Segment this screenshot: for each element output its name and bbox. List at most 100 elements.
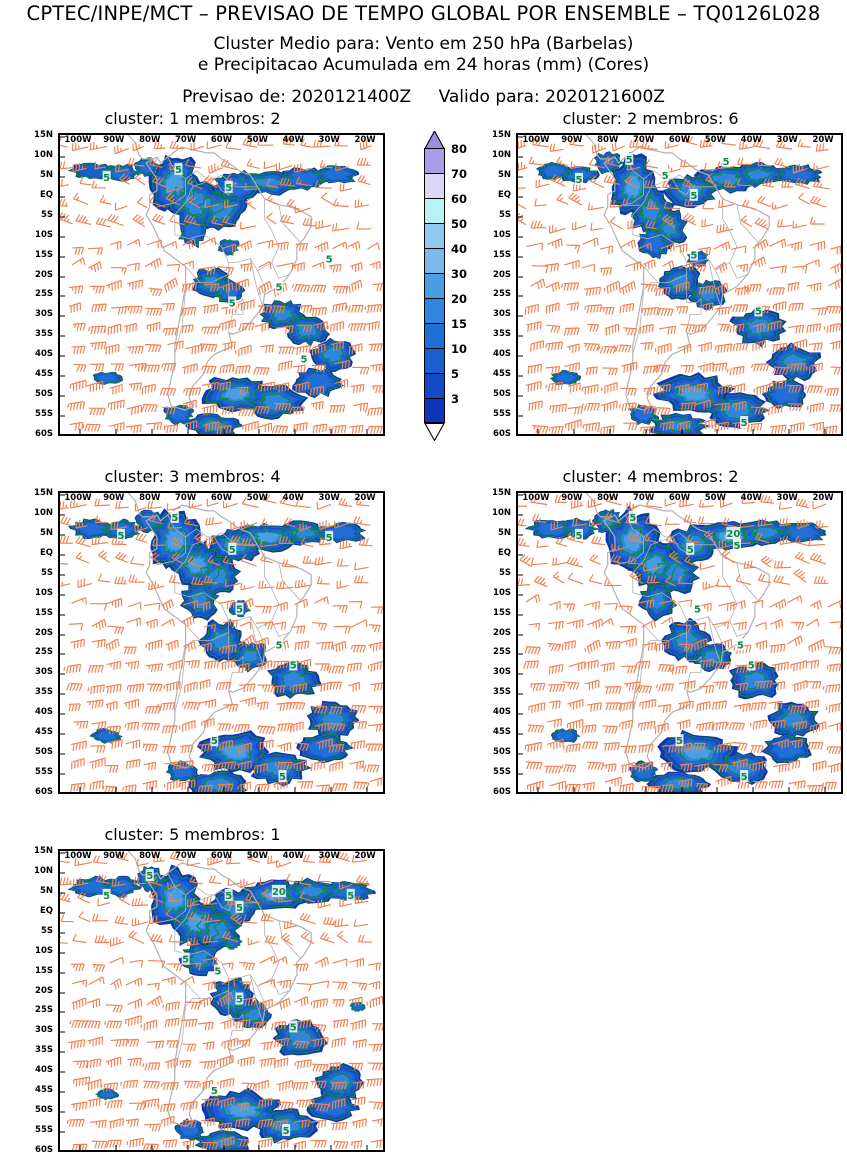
x-axis-tick: [573, 787, 575, 792]
y-axis-tick: [60, 1011, 65, 1013]
y-axis-tick: [60, 136, 65, 138]
svg-text:5: 5: [576, 175, 583, 186]
y-axis-tick: [518, 673, 523, 675]
colorbar-band-70: 70: [424, 167, 467, 198]
y-axis-label: 40S: [35, 707, 53, 718]
wind-barbs: [60, 136, 383, 434]
svg-text:5: 5: [211, 736, 218, 747]
svg-text:5: 5: [229, 298, 236, 309]
x-axis-label: 20W: [354, 135, 376, 145]
x-axis-label: 80W: [597, 135, 619, 145]
y-axis-tick: [518, 713, 523, 715]
x-axis-tick: [79, 1145, 81, 1150]
cluster-panel-4-map[interactable]: 5 5 5 20 5 5 5 5 5 5: [516, 491, 843, 794]
x-axis-label: 20W: [812, 135, 834, 145]
cluster-panel-2-title: cluster: 2 membros: 6: [562, 109, 739, 128]
y-axis-label: 50S: [35, 1105, 53, 1116]
y-axis-label: 15N: [34, 846, 53, 856]
x-axis-tick: [151, 787, 153, 792]
y-axis-label: 35S: [35, 687, 53, 698]
x-axis-label: 50W: [704, 135, 726, 145]
wind-barbs: [518, 135, 841, 434]
y-axis-label: 15N: [492, 130, 511, 140]
y-axis-label: 40S: [35, 349, 53, 360]
coastline: [566, 135, 770, 411]
precipitation-contours: [526, 509, 825, 792]
y-axis-label: 10S: [493, 229, 511, 240]
y-axis-label: 40S: [493, 707, 511, 718]
svg-text:5: 5: [676, 736, 683, 747]
x-axis-label: 40W: [740, 493, 762, 503]
y-axis-tick: [60, 952, 65, 954]
y-axis-label: 55S: [493, 409, 511, 420]
y-axis-tick: [60, 554, 65, 556]
x-axis-tick: [366, 1145, 368, 1150]
x-axis-label: 60W: [668, 135, 691, 145]
svg-text:5: 5: [211, 1086, 218, 1097]
y-axis-tick: [60, 733, 65, 735]
x-axis-tick: [223, 787, 224, 792]
y-axis-label: 15N: [34, 488, 53, 498]
svg-text:5: 5: [737, 640, 744, 651]
x-axis-label: 70W: [175, 851, 197, 861]
x-axis-tick: [330, 429, 332, 434]
y-axis-label: 5N: [39, 885, 53, 896]
x-axis-label: 100W: [64, 493, 92, 503]
y-axis-label: 40S: [35, 1065, 53, 1076]
svg-text:5: 5: [225, 183, 232, 194]
svg-text:5: 5: [103, 891, 110, 902]
x-axis-tick: [115, 429, 117, 434]
contour-value-labels: 5 5 5 5 5 5 5: [102, 162, 334, 365]
x-axis-label: 90W: [103, 493, 125, 503]
svg-text:5: 5: [229, 545, 236, 556]
svg-text:5: 5: [741, 772, 748, 783]
x-axis-label: 70W: [633, 493, 655, 503]
y-axis-tick: [60, 1152, 65, 1153]
y-axis-label: 5S: [40, 925, 53, 936]
colorbar-tick-label-10: 10: [451, 342, 468, 356]
x-axis-label: 40W: [282, 493, 304, 503]
x-axis-tick: [645, 429, 647, 434]
svg-text:5: 5: [279, 772, 286, 783]
x-axis-tick: [716, 787, 718, 792]
cluster-panel-5-map[interactable]: 5 5 5 5 20 5 5 5 5 5 5 5: [58, 849, 385, 1152]
x-axis-tick: [824, 787, 826, 792]
y-axis-label: 10N: [34, 149, 53, 160]
y-axis-tick: [60, 892, 65, 894]
x-axis-tick: [645, 787, 647, 792]
y-axis-tick: [60, 574, 65, 576]
x-axis-tick: [79, 429, 81, 434]
y-axis-tick: [518, 236, 523, 238]
y-axis-tick: [518, 514, 523, 516]
y-axis-label: 10N: [34, 507, 53, 518]
y-axis-tick: [60, 256, 65, 258]
x-axis-tick: [187, 787, 189, 792]
precipitation-shading: [67, 154, 360, 434]
x-axis-label: 100W: [522, 135, 550, 145]
y-axis-label: 20S: [35, 985, 53, 996]
y-axis-tick: [60, 315, 65, 317]
country-borders: [156, 514, 301, 713]
valid-label: Valido para:: [438, 87, 540, 107]
y-axis-label: 5S: [498, 567, 511, 578]
y-axis-label: 15S: [35, 249, 53, 260]
y-axis-tick: [518, 436, 523, 437]
x-axis-tick: [788, 429, 790, 434]
x-axis-label: 50W: [246, 493, 268, 503]
cluster-panel-1-map[interactable]: 5 5 5 5 5 5 5: [58, 133, 385, 436]
cluster-panel-2-map[interactable]: 5 5 5 5 5 5 5 5: [516, 133, 843, 436]
y-axis-tick: [518, 574, 523, 576]
y-axis-tick: [60, 534, 65, 536]
y-axis-label: 10N: [492, 507, 511, 518]
y-axis-label: 5N: [497, 169, 511, 180]
run-label: Previsao de:: [182, 87, 286, 107]
svg-text:5: 5: [118, 531, 125, 542]
svg-text:5: 5: [103, 173, 110, 184]
svg-text:5: 5: [301, 354, 308, 365]
x-axis-tick: [223, 429, 224, 434]
y-axis-label: 10S: [35, 587, 53, 598]
y-axis-tick: [518, 315, 523, 317]
coastline: [566, 493, 770, 769]
y-axis-label: 15S: [35, 965, 53, 976]
